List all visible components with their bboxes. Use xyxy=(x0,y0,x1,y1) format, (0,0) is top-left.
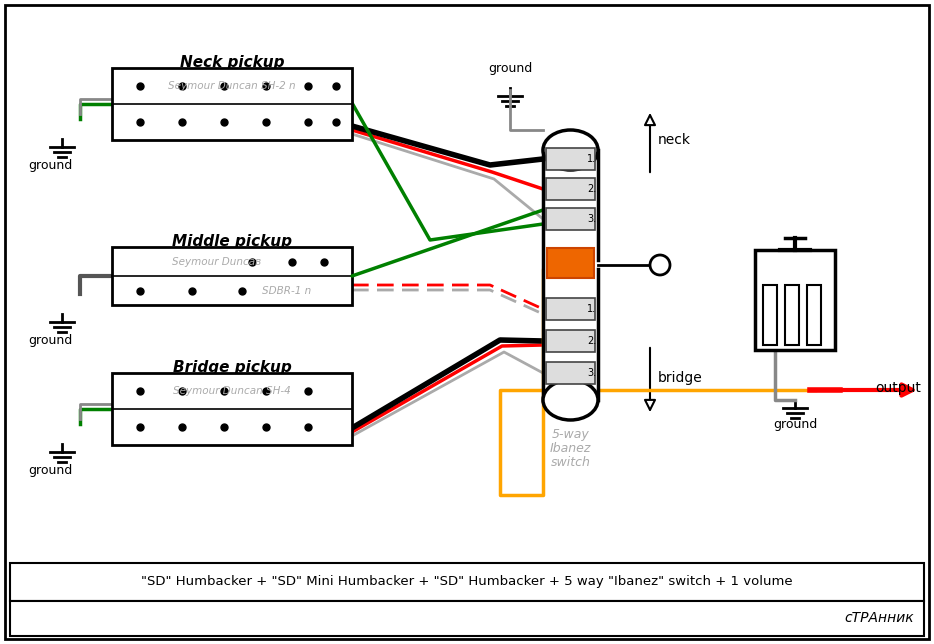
Ellipse shape xyxy=(543,380,598,420)
Bar xyxy=(546,330,595,352)
Bar xyxy=(785,285,799,345)
Bar xyxy=(112,373,352,445)
Text: ground: ground xyxy=(772,418,817,431)
Text: ground: ground xyxy=(28,159,72,172)
Text: Bridge pickup: Bridge pickup xyxy=(173,360,291,375)
Text: 3: 3 xyxy=(228,73,236,86)
Text: "SD" Humbacker + "SD" Mini Humbacker + "SD" Humbacker + 5 way "Ibanez" switch + : "SD" Humbacker + "SD" Mini Humbacker + "… xyxy=(141,576,793,589)
Text: 1.: 1. xyxy=(587,154,596,164)
Text: Middle pickup: Middle pickup xyxy=(172,234,292,249)
Ellipse shape xyxy=(543,130,598,170)
Bar xyxy=(546,208,595,230)
Text: сТРАнник: сТРАнник xyxy=(844,612,914,625)
Bar xyxy=(807,285,821,345)
Bar xyxy=(763,285,777,345)
Circle shape xyxy=(650,255,670,275)
Text: Seymour Duncan SH-2 n: Seymour Duncan SH-2 n xyxy=(168,81,296,91)
Text: switch: switch xyxy=(550,456,590,469)
Bar xyxy=(10,601,924,636)
Bar xyxy=(546,148,595,170)
Text: 5-way: 5-way xyxy=(552,428,589,441)
Text: Ibanez: Ibanez xyxy=(550,442,591,455)
Text: Seymour Duncan SH-4: Seymour Duncan SH-4 xyxy=(173,386,290,396)
Text: neck: neck xyxy=(658,133,691,147)
Text: ground: ground xyxy=(28,464,72,477)
Text: Seymour Duncaв: Seymour Duncaв xyxy=(173,256,262,267)
Text: 1: 1 xyxy=(228,379,236,392)
Text: ground: ground xyxy=(488,62,532,75)
Text: 2.: 2. xyxy=(587,184,596,194)
Bar xyxy=(546,178,595,200)
Text: ground: ground xyxy=(28,334,72,347)
Text: 3.: 3. xyxy=(587,214,596,224)
Bar xyxy=(755,250,835,350)
Text: 1.: 1. xyxy=(587,304,596,314)
Bar xyxy=(10,563,924,601)
Text: 2: 2 xyxy=(228,252,236,265)
Text: SDBR-1 n: SDBR-1 n xyxy=(262,285,312,296)
Bar xyxy=(546,362,595,384)
Text: Neck pickup: Neck pickup xyxy=(179,55,284,70)
Bar xyxy=(112,247,352,305)
Bar xyxy=(546,298,595,320)
Bar xyxy=(543,150,598,400)
Text: bridge: bridge xyxy=(658,371,702,385)
Bar xyxy=(112,68,352,140)
Text: output: output xyxy=(875,381,921,395)
Text: 3.: 3. xyxy=(587,368,596,378)
Text: 2.: 2. xyxy=(587,336,596,346)
Bar xyxy=(547,248,594,278)
